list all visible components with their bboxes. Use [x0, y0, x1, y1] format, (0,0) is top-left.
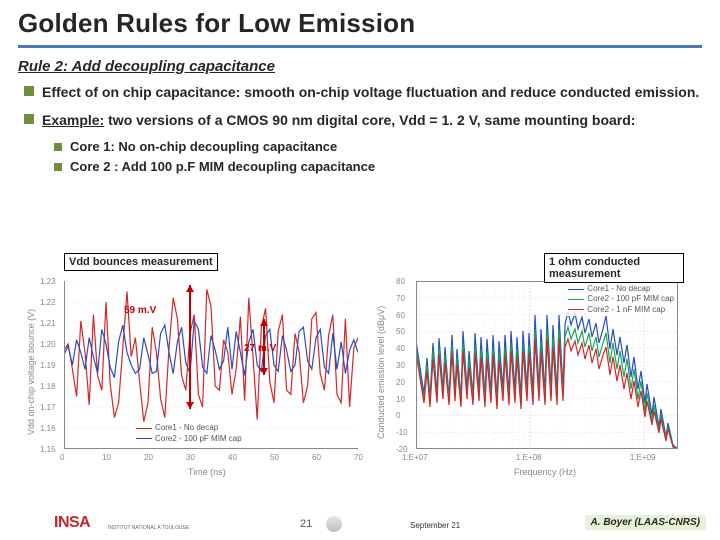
insa-logo: INSA: [54, 514, 90, 532]
chart-legend: Core1 - No decap Core2 - 100 pF MIM cap …: [566, 283, 676, 316]
bullet-marker: [54, 163, 62, 171]
bullet-marker: [24, 114, 34, 124]
bullet-text: Core 1: No on-chip decoupling capacitanc…: [70, 139, 337, 156]
plot-area: 59 m.V 27 m.V Core1 - No decap Core2 - 1…: [64, 281, 358, 449]
bullet-marker: [24, 86, 34, 96]
annotation-59mv: 59 m.V: [124, 305, 156, 316]
bullet-2: Example: two versions of a CMOS 90 nm di…: [18, 111, 702, 129]
legend-item: Core1 - No decap: [136, 423, 242, 433]
page-number: 21: [300, 518, 312, 530]
legend-item: Core2 - 100 pF MIM cap: [568, 294, 674, 304]
slide: Golden Rules for Low Emission Rule 2: Ad…: [0, 0, 720, 540]
bullet-text: Example: two versions of a CMOS 90 nm di…: [42, 111, 635, 129]
legend-item: Core2 - 1 nF MIM cap: [568, 305, 674, 315]
legend-item: Core1 - No decap: [568, 284, 674, 294]
page-title: Golden Rules for Low Emission: [18, 8, 702, 39]
annotation-27mv: 27 m.V: [244, 343, 276, 354]
y-axis-label: Conducted emission level (dBμV): [376, 306, 386, 439]
x-axis: [416, 448, 678, 449]
chart-title: 1 ohm conducted measurement: [544, 253, 684, 283]
x-axis-label: Time (ns): [188, 467, 226, 477]
insa-logo-subtitle: INSTITUT NATIONAL A TOULOUSE: [108, 526, 189, 531]
x-axis: [64, 448, 358, 449]
y-axis: [64, 281, 65, 449]
bullet-text: Effect of on chip capacitance: smooth on…: [42, 83, 699, 101]
slide-footer: INSA INSTITUT NATIONAL A TOULOUSE 21 Sep…: [0, 508, 720, 534]
rule-heading: Rule 2: Add decoupling capacitance: [18, 58, 702, 75]
charts-row: Vdd bounces measurement Vdd on-chip volt…: [28, 275, 698, 495]
footer-author: A. Boyer (LAAS-CNRS): [585, 515, 706, 530]
y-axis-right: [677, 281, 678, 449]
y-axis-label: Vdd on-chip voltage bounce (V): [26, 309, 36, 435]
footer-circle-icon: [326, 516, 342, 532]
legend-item: Core2 - 100 pF MIM cap: [136, 434, 242, 444]
bullet-4: Core 2 : Add 100 p.F MIM decoupling capa…: [18, 159, 702, 176]
bullet-marker: [54, 143, 62, 151]
chart-conducted-emission: 1 ohm conducted measurement Conducted em…: [374, 275, 694, 493]
bullet-3: Core 1: No on-chip decoupling capacitanc…: [18, 139, 702, 156]
chart-legend: Core1 - No decap Core2 - 100 pF MIM cap: [134, 422, 244, 445]
chart-vdd-bounce: Vdd bounces measurement Vdd on-chip volt…: [28, 275, 368, 493]
y-axis: [416, 281, 417, 449]
chart-title: Vdd bounces measurement: [64, 253, 218, 271]
bullet-1: Effect of on chip capacitance: smooth on…: [18, 83, 702, 101]
footer-date: September 21: [410, 521, 460, 530]
plot-area: Core1 - No decap Core2 - 100 pF MIM cap …: [416, 281, 678, 449]
x-axis-label: Frequency (Hz): [514, 467, 576, 477]
title-underline: [18, 45, 702, 48]
bullet-text: Core 2 : Add 100 p.F MIM decoupling capa…: [70, 159, 375, 176]
